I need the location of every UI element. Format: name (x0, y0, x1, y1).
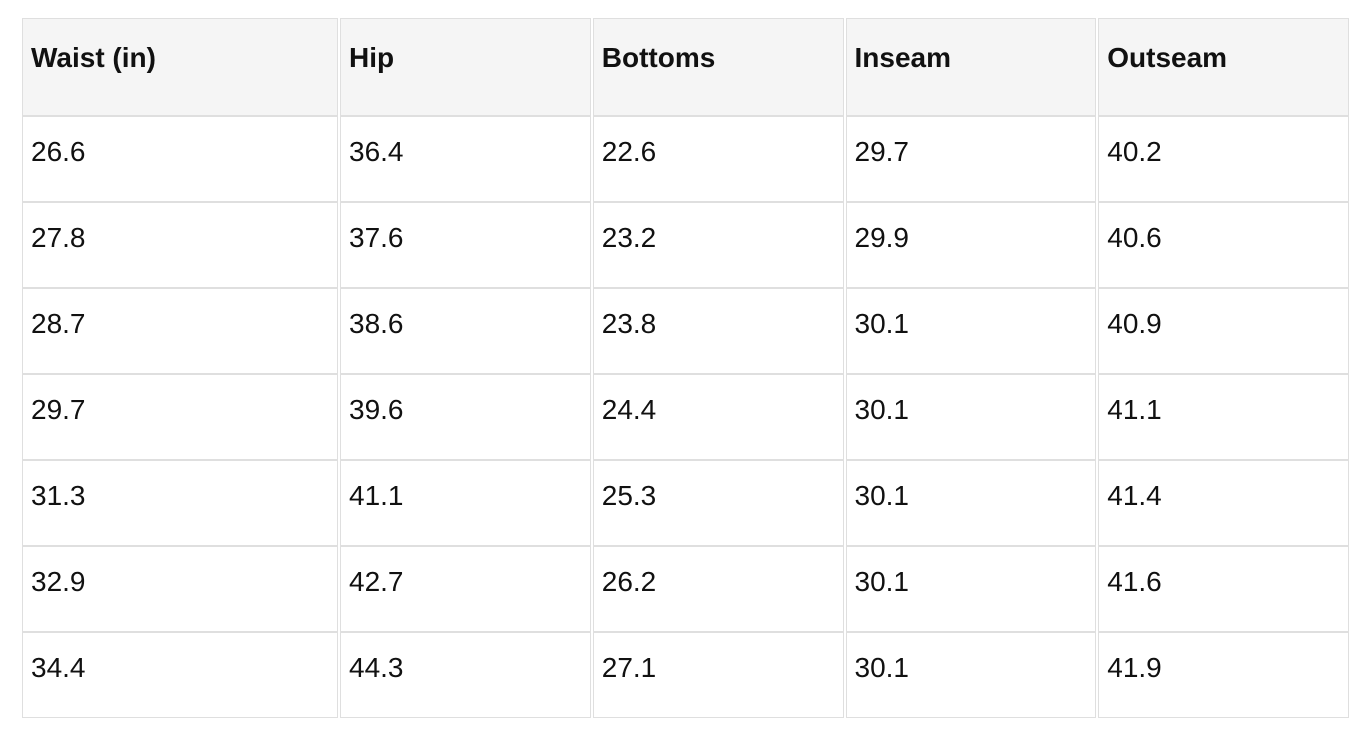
column-header-waist: Waist (in) (22, 18, 338, 116)
column-header-outseam: Outseam (1098, 18, 1349, 116)
table-cell: 41.1 (340, 460, 591, 546)
column-header-hip: Hip (340, 18, 591, 116)
table-header: Waist (in) Hip Bottoms Inseam Outseam (22, 18, 1349, 116)
table-cell: 34.4 (22, 632, 338, 718)
table-cell: 41.6 (1098, 546, 1349, 632)
table-cell: 27.1 (592, 632, 844, 718)
table-cell: 42.7 (340, 546, 591, 632)
table-header-row: Waist (in) Hip Bottoms Inseam Outseam (22, 18, 1349, 116)
table-cell: 30.1 (845, 460, 1097, 546)
table-row: 29.7 39.6 24.4 30.1 41.1 (22, 374, 1349, 460)
size-chart-table: Waist (in) Hip Bottoms Inseam Outseam 26… (20, 18, 1351, 718)
table-cell: 23.8 (592, 288, 844, 374)
table-cell: 32.9 (22, 546, 338, 632)
table-cell: 41.9 (1098, 632, 1349, 718)
table-cell: 40.6 (1098, 202, 1349, 288)
table-cell: 38.6 (340, 288, 591, 374)
table-row: 28.7 38.6 23.8 30.1 40.9 (22, 288, 1349, 374)
table-cell: 41.4 (1098, 460, 1349, 546)
table-cell: 29.7 (845, 116, 1097, 202)
table-cell: 25.3 (592, 460, 844, 546)
table-cell: 26.6 (22, 116, 338, 202)
table-cell: 31.3 (22, 460, 338, 546)
table-row: 34.4 44.3 27.1 30.1 41.9 (22, 632, 1349, 718)
table-cell: 24.4 (592, 374, 844, 460)
table-cell: 23.2 (592, 202, 844, 288)
table-cell: 30.1 (845, 546, 1097, 632)
table-row: 27.8 37.6 23.2 29.9 40.6 (22, 202, 1349, 288)
table-cell: 37.6 (340, 202, 591, 288)
column-header-bottoms: Bottoms (592, 18, 844, 116)
column-header-inseam: Inseam (845, 18, 1097, 116)
table-cell: 44.3 (340, 632, 591, 718)
table-cell: 27.8 (22, 202, 338, 288)
table-cell: 26.2 (592, 546, 844, 632)
table-cell: 29.9 (845, 202, 1097, 288)
table-cell: 29.7 (22, 374, 338, 460)
table-cell: 28.7 (22, 288, 338, 374)
table-body: 26.6 36.4 22.6 29.7 40.2 27.8 37.6 23.2 29.9 40.6… (22, 116, 1349, 718)
table-row: 31.3 41.1 25.3 30.1 41.4 (22, 460, 1349, 546)
table-cell: 30.1 (845, 288, 1097, 374)
table-cell: 30.1 (845, 374, 1097, 460)
table-cell: 30.1 (845, 632, 1097, 718)
table-cell: 40.2 (1098, 116, 1349, 202)
table-cell: 36.4 (340, 116, 591, 202)
table-cell: 39.6 (340, 374, 591, 460)
table-row: 32.9 42.7 26.2 30.1 41.6 (22, 546, 1349, 632)
table-cell: 22.6 (592, 116, 844, 202)
table-row: 26.6 36.4 22.6 29.7 40.2 (22, 116, 1349, 202)
table-cell: 40.9 (1098, 288, 1349, 374)
table-cell: 41.1 (1098, 374, 1349, 460)
